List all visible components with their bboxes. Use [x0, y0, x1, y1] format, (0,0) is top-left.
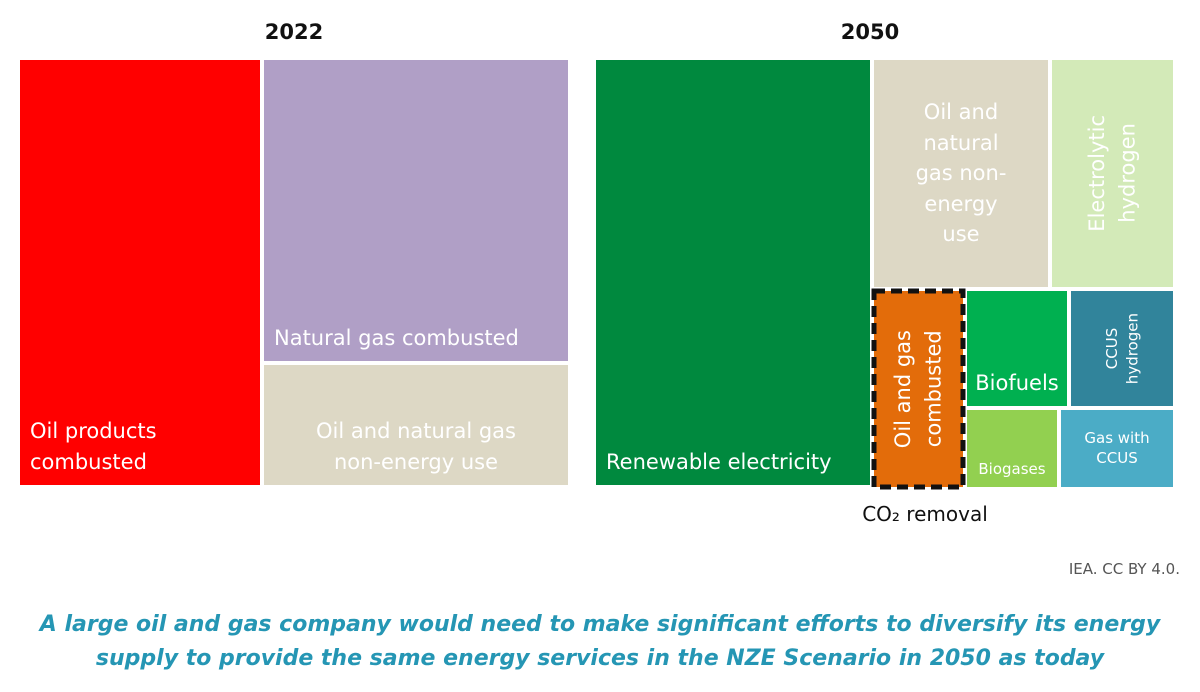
tile-2050-non-energy: Oil and natural gas non-energy use [874, 60, 1048, 287]
tile-label: CCUS hydrogen [1102, 312, 1141, 385]
tile-label: Oil products combusted [30, 419, 157, 474]
tile-2050-biogases: Biogases [967, 410, 1057, 487]
tile-label: Gas with CCUS [1084, 429, 1150, 467]
co2-removal-label: CO₂ removal [862, 502, 988, 526]
tile-2050-oil-gas: Oil and gas combusted [874, 291, 963, 487]
tile-label: Natural gas combusted [274, 325, 519, 350]
panel-title-2050: 2050 [840, 20, 900, 44]
tile-2050-renewable: Renewable electricity [596, 60, 870, 485]
tile-label: Oil and natural gas non-energy use [316, 419, 516, 474]
tile-2022-oil-products: Oil products combusted [20, 60, 260, 485]
tile-label: Electrolytic hydrogen [1085, 115, 1140, 232]
tile-label: Oil and natural gas non-energy use [915, 100, 1007, 247]
source-credit: IEA. CC BY 4.0. [1068, 560, 1180, 578]
tile-2050-ccus-hydrogen: CCUS hydrogen [1071, 291, 1173, 406]
tile-2050-biofuels: Biofuels [967, 291, 1067, 406]
panel-title-2022: 2022 [264, 20, 324, 44]
tile-label: Oil and gas combusted [891, 329, 946, 449]
tile-label: Biofuels [975, 370, 1059, 395]
tile-2050-gas-ccus: Gas with CCUS [1061, 410, 1173, 487]
tile-2022-non-energy: Oil and natural gas non-energy use [264, 365, 568, 485]
tile-2050-electrolytic: Electrolytic hydrogen [1052, 60, 1173, 287]
tile-2022-natural-gas: Natural gas combusted [264, 60, 568, 361]
tile-label: Renewable electricity [606, 449, 832, 474]
tile-label: Biogases [978, 459, 1046, 478]
figure-caption: A large oil and gas company would need t… [39, 612, 1161, 671]
